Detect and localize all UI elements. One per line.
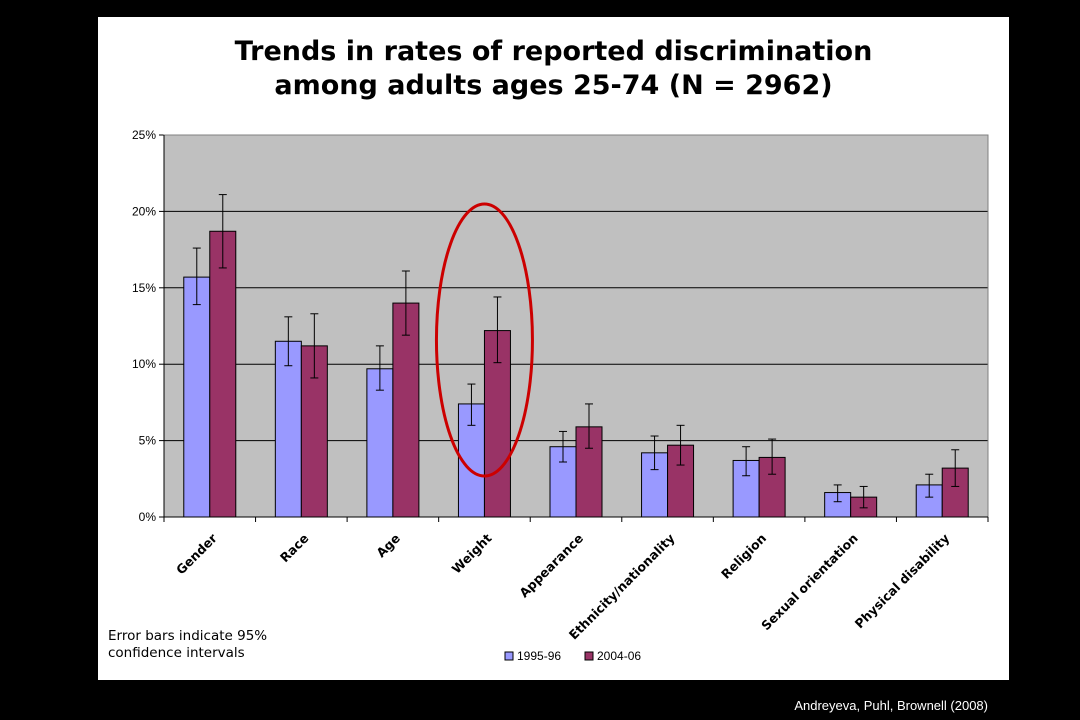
x-tick-label: Race	[277, 531, 312, 566]
x-tick-label: Ethnicity/nationality	[566, 531, 678, 643]
bar	[274, 340, 302, 518]
x-tick-label: Age	[373, 531, 403, 561]
bar	[549, 446, 577, 518]
x-tick-label: Religion	[718, 531, 769, 582]
note-line1: Error bars indicate 95%	[108, 628, 268, 644]
slide: Trends in rates of reported discriminati…	[98, 17, 1009, 680]
note-line2: confidence intervals	[108, 645, 245, 661]
bar	[209, 230, 237, 518]
bar-chart: 0% 5% 10% 15% 20% 25% Gender Race Age Weight Appea…	[132, 128, 989, 663]
error-bar-note: Error bars indicate 95% confidence inter…	[108, 628, 267, 662]
legend-swatch	[584, 651, 594, 661]
x-tick-label: Appearance	[516, 531, 586, 601]
legend-label: 1995-96	[517, 649, 561, 663]
chart-title-line2: among adults ages 25-74 (N = 2962)	[274, 70, 833, 101]
y-tick-label: 25%	[132, 128, 156, 142]
y-tick-label: 0%	[139, 510, 157, 524]
bar	[183, 276, 211, 518]
y-tick-label: 10%	[132, 357, 156, 371]
highlight-ellipse	[434, 202, 534, 478]
y-tick-label: 15%	[132, 281, 156, 295]
x-tick-label: Gender	[173, 530, 220, 577]
legend-swatch	[504, 651, 514, 661]
citation: Andreyeva, Puhl, Brownell (2008)	[794, 698, 988, 713]
y-tick-label: 20%	[132, 204, 156, 218]
bar	[366, 368, 394, 518]
x-tick-label: Physical disability	[852, 531, 953, 632]
x-tick-label: Sexual orientation	[758, 531, 861, 634]
bar	[392, 302, 420, 518]
legend-label: 2004-06	[597, 649, 641, 663]
x-tick-label: Weight	[449, 531, 495, 577]
y-tick-label: 5%	[139, 434, 157, 448]
chart-title-line1: Trends in rates of reported discriminati…	[234, 36, 873, 67]
chart-title: Trends in rates of reported discriminati…	[98, 35, 1009, 103]
